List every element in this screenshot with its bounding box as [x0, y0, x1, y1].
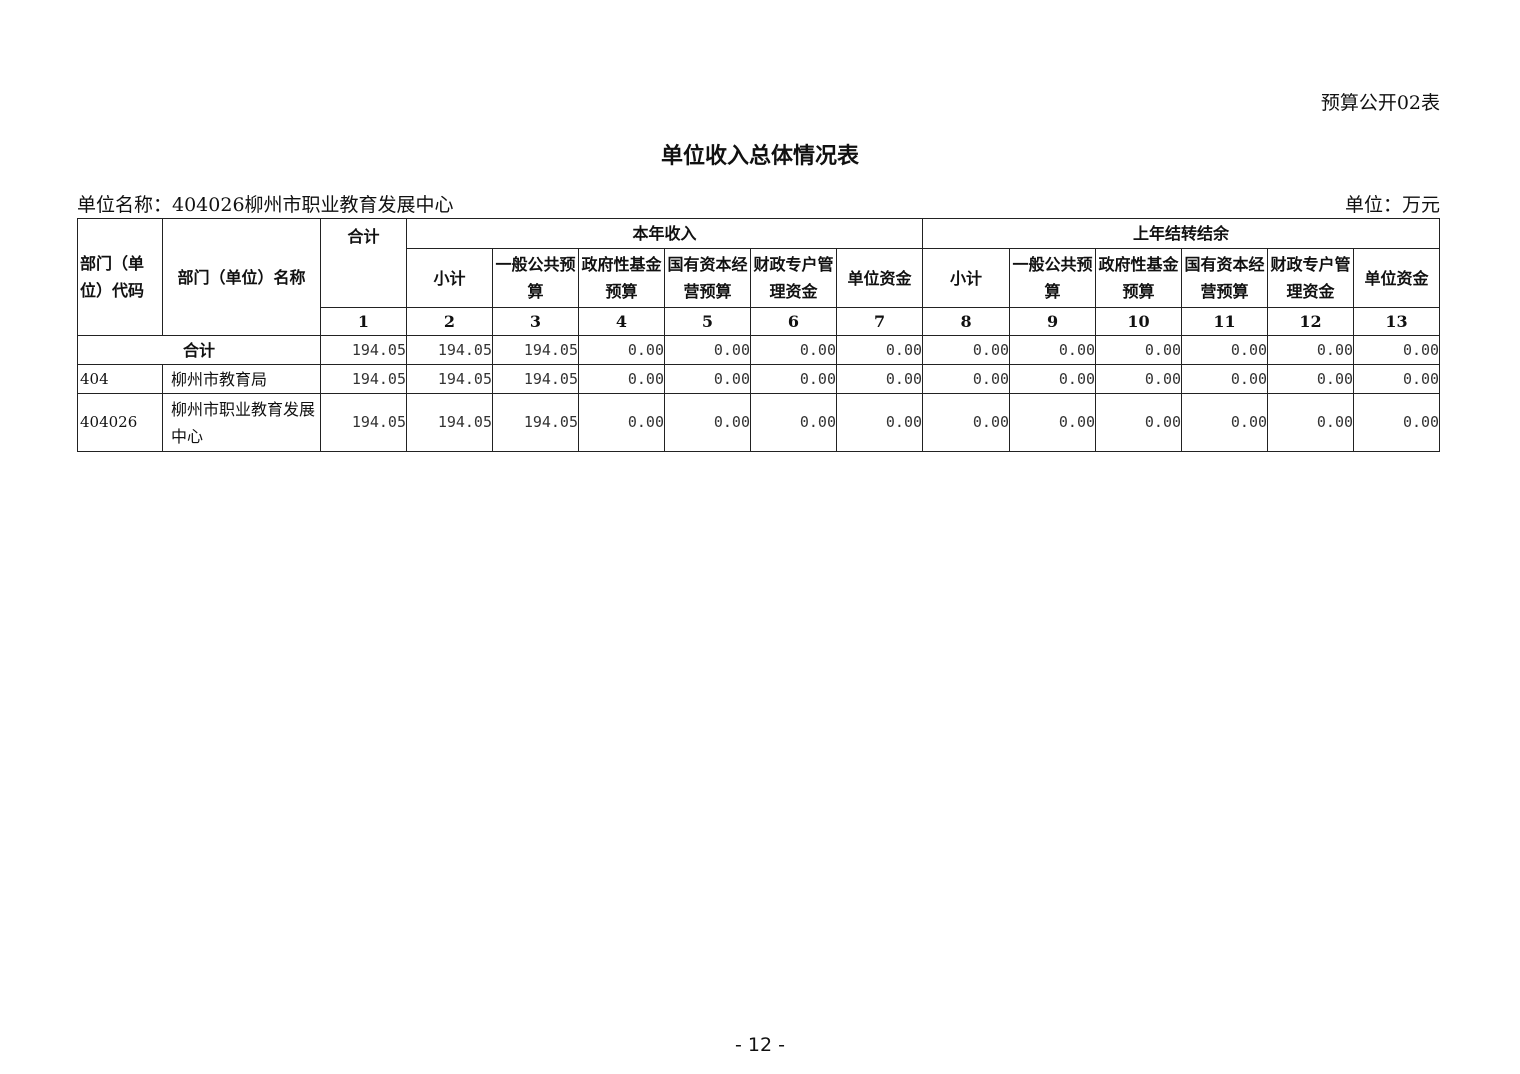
row-value: 194.05	[492, 393, 579, 452]
column-index: 12	[1267, 307, 1355, 336]
currency-unit: 单位：万元	[1344, 194, 1440, 216]
row-value: 194.05	[492, 335, 579, 365]
row-value: 0.00	[1181, 393, 1269, 452]
row-value: 0.00	[1353, 393, 1441, 452]
row-value: 0.00	[1267, 393, 1355, 452]
row-value: 194.05	[406, 335, 493, 365]
header-dept-name: 部门（单位）名称	[162, 218, 321, 336]
row-value: 194.05	[406, 364, 493, 394]
row-value: 0.00	[750, 364, 837, 394]
page-title: 单位收入总体情况表	[660, 143, 859, 169]
row-name: 柳州市教育局	[162, 364, 321, 394]
row-value: 0.00	[578, 393, 665, 452]
header-subcolumn: 单位资金	[1353, 248, 1441, 308]
header-subcolumn: 财政专户管理资金	[750, 248, 837, 308]
row-value: 0.00	[664, 364, 751, 394]
row-name: 合计	[77, 335, 321, 365]
row-value: 0.00	[835, 364, 924, 394]
row-value: 194.05	[406, 393, 493, 452]
row-code: 404	[77, 364, 163, 394]
column-index: 6	[750, 307, 837, 336]
column-index: 5	[664, 307, 751, 336]
table-row: 404 柳州市教育局 194.05 194.05 194.05 0.00 0.00 0.00 0…	[77, 364, 1441, 394]
header-dept-code: 部门（单位）代码	[77, 218, 163, 336]
column-index: 13	[1353, 307, 1441, 336]
row-value: 0.00	[1009, 393, 1097, 452]
header-group-prev: 上年结转结余	[922, 218, 1441, 249]
column-index: 4	[578, 307, 665, 336]
column-index: 3	[492, 307, 579, 336]
row-value: 0.00	[1009, 364, 1097, 394]
row-value: 0.00	[1353, 335, 1441, 365]
column-index: 7	[835, 307, 924, 336]
header-subcolumn: 国有资本经营预算	[1181, 248, 1269, 308]
table-tag: 预算公开02表	[1320, 92, 1440, 114]
row-value: 0.00	[1095, 393, 1183, 452]
row-value: 194.05	[320, 364, 407, 394]
row-value: 0.00	[922, 393, 1011, 452]
row-value: 0.00	[1095, 364, 1183, 394]
header-subcolumn: 财政专户管理资金	[1267, 248, 1355, 308]
row-value: 0.00	[922, 335, 1011, 365]
header-subcolumn: 单位资金	[835, 248, 924, 308]
row-value: 194.05	[320, 335, 407, 365]
row-value: 0.00	[578, 364, 665, 394]
row-value: 0.00	[664, 335, 751, 365]
row-value: 0.00	[1267, 364, 1355, 394]
row-value: 0.00	[1353, 364, 1441, 394]
table-row: 404026 柳州市职业教育发展中心 194.05 194.05 194.05 0.00 0…	[77, 393, 1441, 452]
row-value: 0.00	[1267, 335, 1355, 365]
header-total: 合计	[320, 218, 407, 308]
header-subcolumn: 政府性基金预算	[578, 248, 665, 308]
unit-name: 单位名称：404026柳州市职业教育发展中心	[77, 194, 454, 216]
header-subcolumn: 一般公共预算	[492, 248, 579, 308]
row-value: 0.00	[750, 393, 837, 452]
header-subcolumn: 政府性基金预算	[1095, 248, 1183, 308]
row-value: 0.00	[1181, 335, 1269, 365]
header-subcolumn: 国有资本经营预算	[664, 248, 751, 308]
income-table: 部门（单位）代码 部门（单位）名称 合计 本年收入 上年结转结余 小计 一般公共预…	[77, 218, 1441, 452]
row-value: 0.00	[1095, 335, 1183, 365]
row-value: 194.05	[320, 393, 407, 452]
header-subcolumn: 小计	[406, 248, 493, 308]
header-subcolumn: 小计	[922, 248, 1011, 308]
header-subcolumn: 一般公共预算	[1009, 248, 1097, 308]
page-number: - 12 -	[735, 1034, 785, 1056]
row-value: 0.00	[835, 393, 924, 452]
row-value: 0.00	[664, 393, 751, 452]
row-value: 0.00	[922, 364, 1011, 394]
row-value: 194.05	[492, 364, 579, 394]
row-value: 0.00	[835, 335, 924, 365]
row-name: 柳州市职业教育发展中心	[162, 393, 321, 452]
table-row: 合计 194.05 194.05 194.05 0.00 0.00 0.00 0.00 0.00…	[77, 335, 1441, 365]
column-index: 1	[320, 307, 407, 336]
column-index: 8	[922, 307, 1011, 336]
row-code: 404026	[77, 393, 163, 452]
header-group-current: 本年收入	[405, 218, 924, 249]
column-index: 11	[1181, 307, 1269, 336]
row-value: 0.00	[1181, 364, 1269, 394]
column-index: 10	[1095, 307, 1183, 336]
row-value: 0.00	[1009, 335, 1097, 365]
column-index: 2	[406, 307, 493, 336]
row-value: 0.00	[578, 335, 665, 365]
column-index: 9	[1009, 307, 1097, 336]
row-value: 0.00	[750, 335, 837, 365]
